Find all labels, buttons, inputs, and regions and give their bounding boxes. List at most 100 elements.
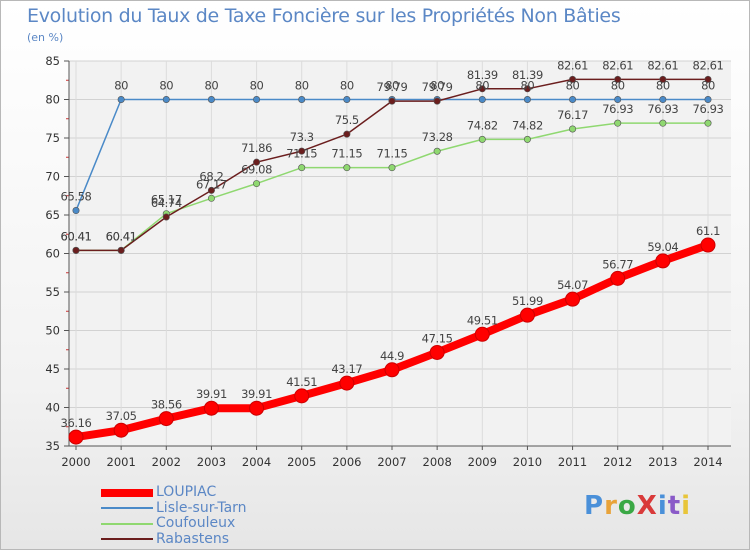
y-tick-label: 55 [45, 285, 60, 299]
data-point [113, 422, 129, 438]
x-tick-label: 2008 [423, 455, 452, 469]
data-point [207, 96, 215, 104]
data-label: 79.79 [422, 80, 453, 94]
data-label: 80 [611, 79, 625, 93]
data-label: 47.15 [422, 331, 453, 345]
data-label: 54.07 [557, 278, 588, 292]
y-tick-label: 40 [45, 401, 60, 415]
x-tick-label: 2005 [287, 455, 316, 469]
logo-letter: P [584, 491, 605, 521]
data-label: 80 [205, 79, 219, 93]
data-label: 80 [295, 79, 309, 93]
data-point [253, 158, 261, 166]
data-label: 82.61 [557, 58, 588, 72]
logo-letter: i [681, 491, 692, 521]
data-point [659, 119, 667, 127]
logo-letter: X [636, 491, 658, 521]
proxiti-logo: ProXiti [584, 491, 691, 521]
data-point [158, 411, 174, 427]
data-label: 67.17 [196, 177, 227, 191]
data-label: 74.82 [512, 118, 543, 132]
x-tick-label: 2003 [197, 455, 226, 469]
data-point [429, 344, 445, 360]
data-label: 69.08 [241, 163, 272, 177]
data-label: 82.61 [602, 58, 633, 72]
data-point [253, 96, 261, 104]
data-label: 44.9 [380, 349, 404, 363]
data-label: 65.17 [151, 193, 182, 207]
data-point [388, 97, 396, 105]
data-label: 80 [430, 79, 444, 93]
y-tick-label: 80 [45, 93, 60, 107]
data-label: 39.91 [241, 387, 272, 401]
data-label: 60.41 [106, 229, 137, 243]
legend-item: Coufouleux [101, 515, 247, 532]
data-label: 71.86 [241, 141, 272, 155]
data-point [68, 429, 84, 445]
data-point [294, 388, 310, 404]
chart-title: Evolution du Taux de Taxe Foncière sur l… [27, 5, 621, 27]
x-tick-label: 2009 [468, 455, 497, 469]
data-point [384, 362, 400, 378]
y-tick-label: 50 [45, 324, 60, 338]
data-label: 79.79 [377, 80, 408, 94]
data-label: 76.93 [647, 102, 678, 116]
data-point [569, 96, 577, 104]
data-label: 81.39 [467, 68, 498, 82]
data-point [162, 213, 170, 221]
data-label: 82.61 [693, 58, 724, 72]
data-point [614, 119, 622, 127]
legend-swatch [101, 488, 153, 497]
data-point [117, 96, 125, 104]
data-point [339, 375, 355, 391]
data-point [298, 96, 306, 104]
x-tick-label: 2006 [332, 455, 361, 469]
data-point [298, 164, 306, 172]
line-chart: 35 40 45 50 55 60 65 70 75 80 85 2000 2001 2002 2003 20… [45, 54, 731, 469]
data-point [249, 400, 265, 416]
x-tick-label: 2007 [377, 455, 406, 469]
data-point [659, 96, 667, 104]
data-label: 73.3 [290, 130, 314, 144]
data-point [433, 147, 441, 155]
x-tick-label: 2011 [558, 455, 587, 469]
data-label: 76.93 [693, 102, 724, 116]
data-label: 71.15 [377, 147, 408, 161]
y-tick-label: 35 [45, 439, 60, 453]
legend-label: LOUPIAC [156, 484, 217, 500]
logo-letter: r [604, 491, 618, 521]
data-label: 37.05 [106, 409, 137, 423]
legend-item: Rabastens [101, 531, 247, 548]
data-point [659, 75, 667, 83]
legend-item: Lisle-sur-Tarn [101, 500, 247, 517]
x-tick-label: 2010 [513, 455, 542, 469]
data-point [655, 253, 671, 269]
x-tick-label: 2014 [693, 455, 722, 469]
data-label: 64.74 [151, 196, 182, 210]
data-label: 38.56 [151, 398, 182, 412]
data-label: 80 [566, 79, 580, 93]
data-label: 60.41 [61, 229, 92, 243]
data-label: 81.39 [512, 68, 543, 82]
data-point [478, 135, 486, 143]
data-point [207, 186, 215, 194]
data-point [298, 147, 306, 155]
data-label: 61.1 [696, 224, 720, 238]
data-point [569, 125, 577, 133]
data-point [72, 207, 80, 215]
data-point [343, 96, 351, 104]
data-label: 82.61 [647, 58, 678, 72]
data-point [523, 85, 531, 93]
logo-letter: i [657, 491, 668, 521]
data-point [388, 164, 396, 172]
data-label: 65.58 [61, 190, 92, 204]
data-label: 59.04 [647, 240, 678, 254]
data-label: 80 [656, 79, 670, 93]
data-label: 76.17 [557, 108, 588, 122]
data-label: 80 [521, 79, 535, 93]
data-point [610, 270, 626, 286]
data-label: 36.16 [61, 416, 92, 430]
data-label: 80 [385, 79, 399, 93]
data-label: 41.51 [286, 375, 317, 389]
